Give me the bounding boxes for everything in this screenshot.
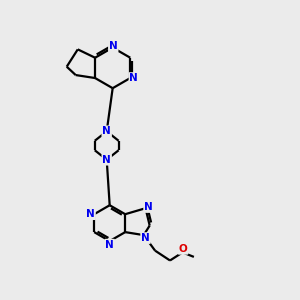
Text: O: O [179,244,188,254]
Text: N: N [102,155,111,165]
Text: N: N [105,240,114,250]
Text: N: N [86,209,95,219]
Text: N: N [130,73,138,83]
Text: N: N [102,126,111,136]
Text: N: N [141,233,150,243]
Text: N: N [109,41,118,51]
Text: N: N [144,202,153,212]
